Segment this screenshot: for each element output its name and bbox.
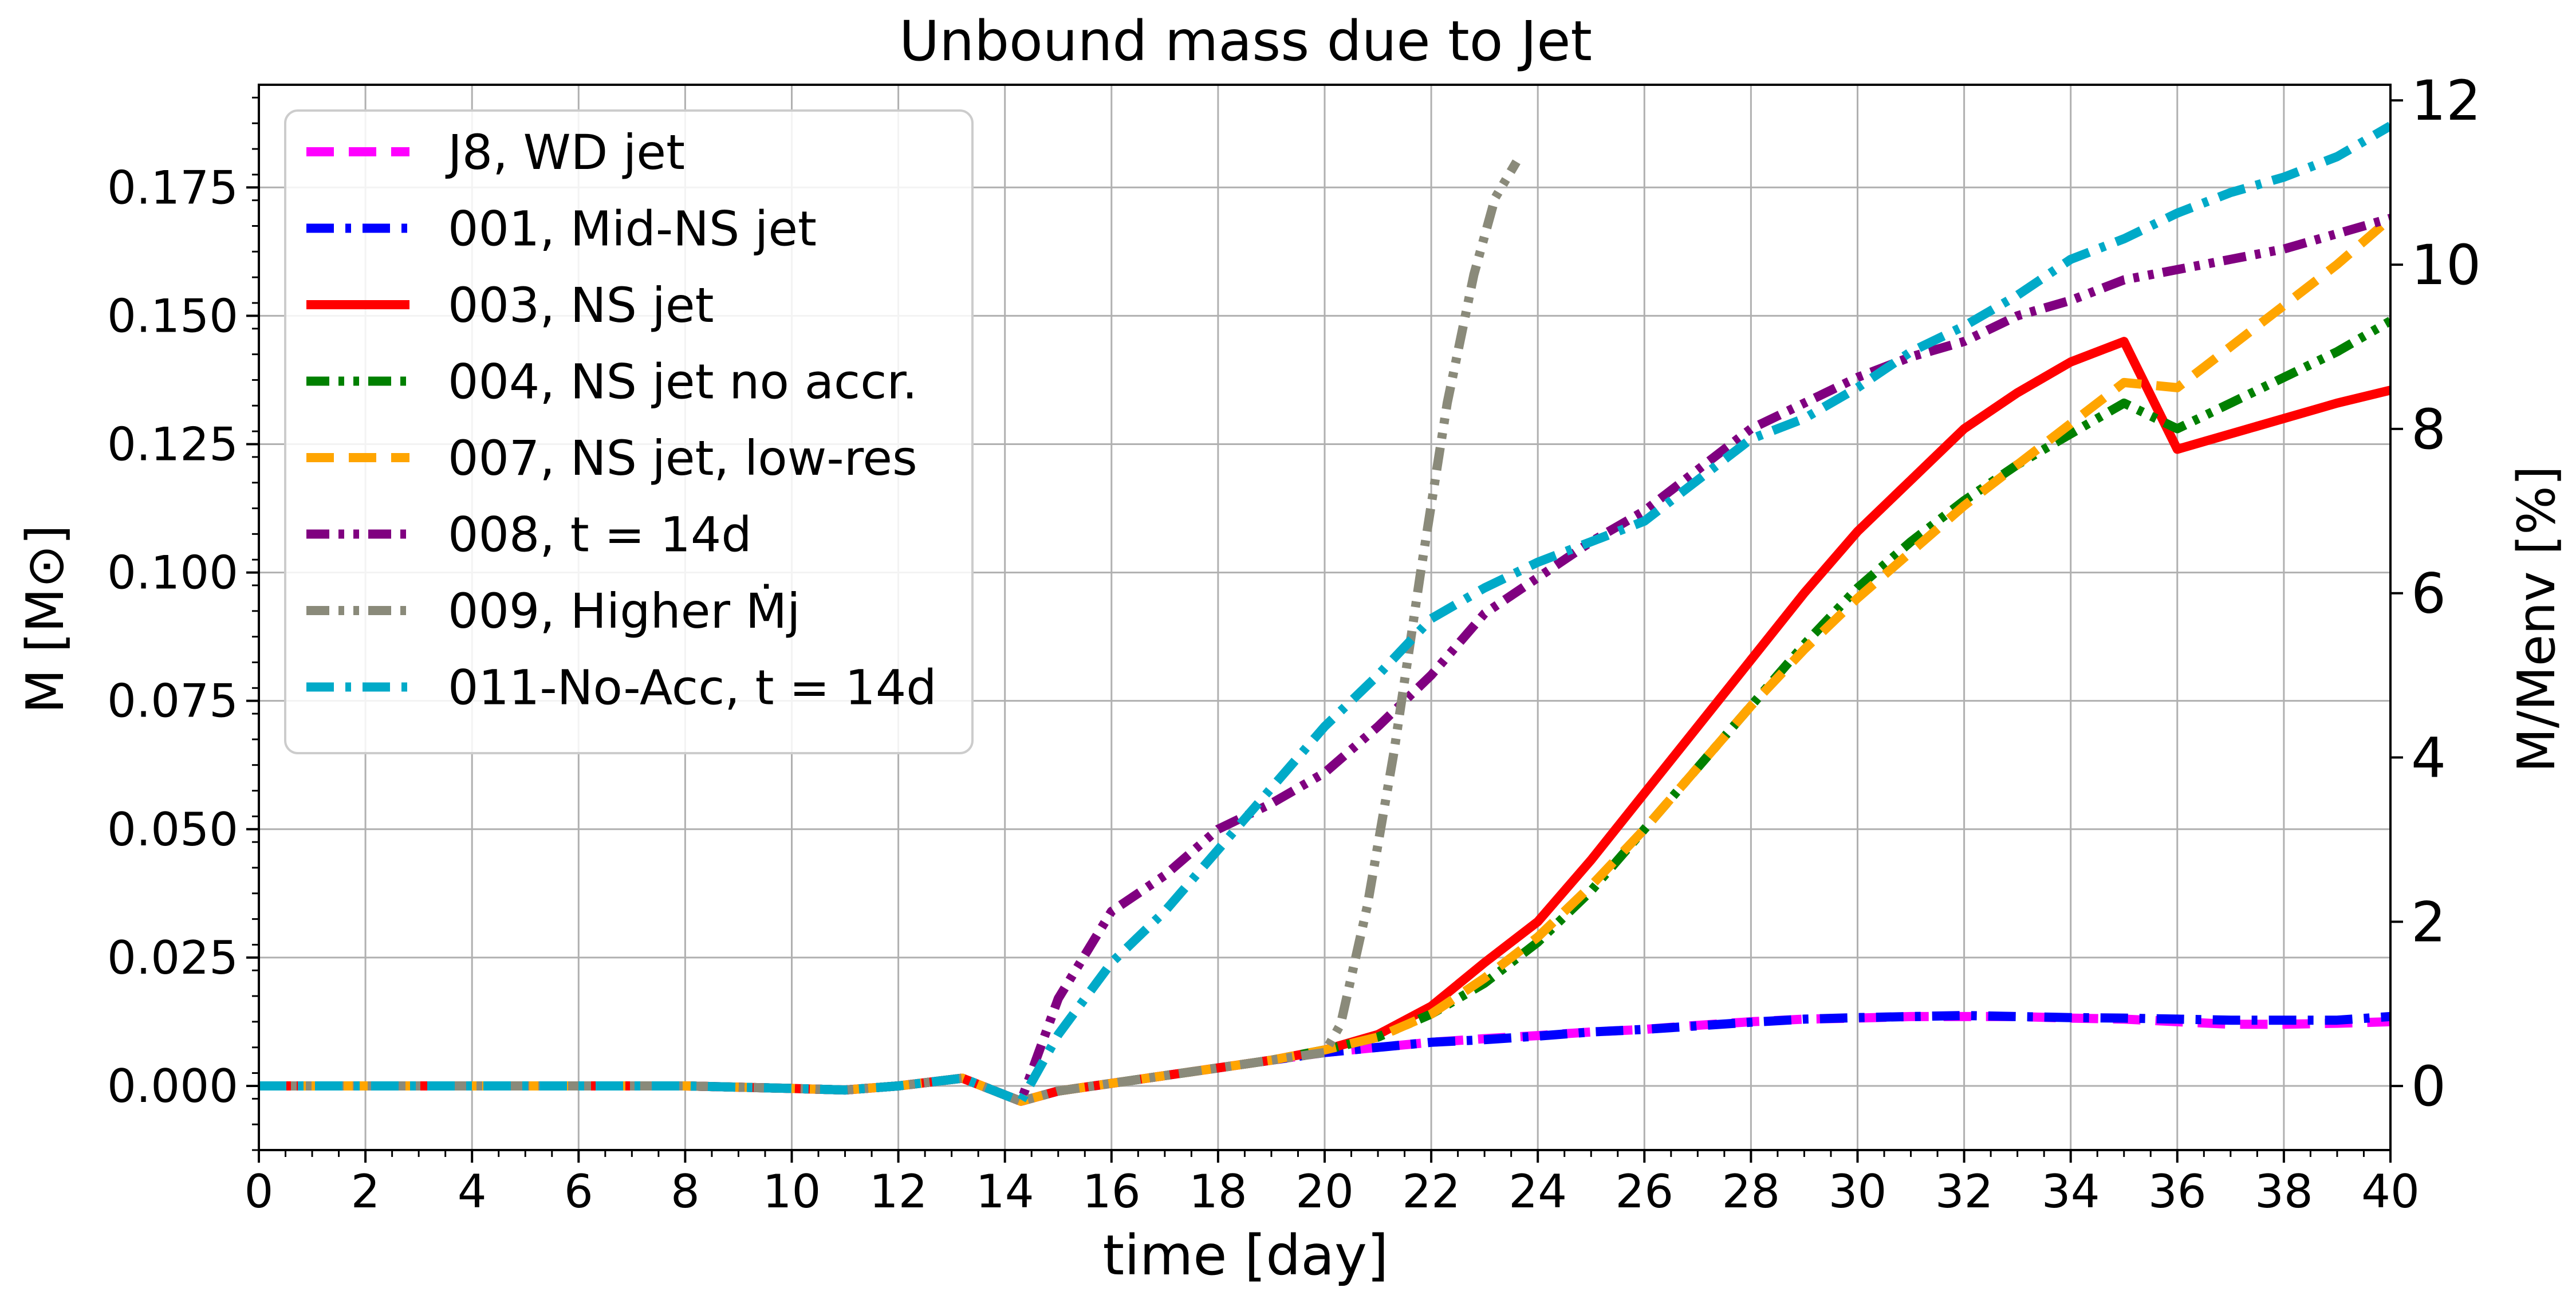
x-tick-label: 0 — [245, 1165, 274, 1218]
y-right-tick-label: 10 — [2411, 233, 2481, 297]
x-tick-label: 36 — [2148, 1165, 2207, 1218]
y-right-tick-label: 0 — [2411, 1054, 2446, 1119]
y-tick-label: 0.050 — [107, 803, 238, 856]
x-tick-label: 32 — [1935, 1165, 1994, 1218]
x-tick-label: 14 — [976, 1165, 1034, 1218]
y-right-tick-label: 4 — [2411, 726, 2446, 790]
x-tick-label: 22 — [1402, 1165, 1460, 1218]
legend-label-3: 004, NS jet no accr. — [448, 354, 917, 410]
x-tick-label: 20 — [1295, 1165, 1354, 1218]
y-tick-label: 0.100 — [107, 546, 238, 600]
legend-box — [284, 109, 974, 754]
x-tick-label: 26 — [1615, 1165, 1673, 1218]
x-tick-label: 6 — [564, 1165, 593, 1218]
y-right-tick-label: 8 — [2411, 397, 2446, 462]
legend: J8, WD jet 001, Mid-NS jet 003, NS jet 004,… — [284, 109, 974, 754]
series-lines — [259, 121, 2390, 1106]
y-tick-label: 0.075 — [107, 675, 238, 728]
axis-ticks: 0 2 4 6 8 10 12 14 16 18 20 22 24 26 28 30 32 34 36 38 400.0… — [107, 69, 2481, 1218]
x-axis-title: time [day] — [1103, 1223, 1389, 1288]
y-right-axis-title: M/Menv [%] — [2507, 466, 2567, 773]
x-tick-label: 4 — [458, 1165, 487, 1218]
legend-label-7: 011-No-Acc, t = 14d — [448, 660, 937, 716]
series-line-7 — [259, 121, 2390, 1106]
y-right-tick-label: 2 — [2411, 890, 2446, 954]
legend-label-1: 001, Mid-NS jet — [448, 201, 817, 257]
x-tick-label: 34 — [2042, 1165, 2100, 1218]
x-tick-label: 2 — [351, 1165, 380, 1218]
x-tick-label: 28 — [1722, 1165, 1781, 1218]
y-tick-label: 0.025 — [107, 931, 238, 985]
y-tick-label: 0.000 — [107, 1060, 238, 1113]
y-tick-label: 0.175 — [107, 161, 238, 214]
x-tick-label: 30 — [1829, 1165, 1887, 1218]
y-tick-label: 0.125 — [107, 418, 238, 471]
legend-label-6: 009, Higher Ṁj — [448, 583, 801, 639]
x-tick-label: 24 — [1508, 1165, 1567, 1218]
y-tick-label: 0.150 — [107, 289, 238, 343]
x-tick-label: 12 — [869, 1165, 928, 1218]
legend-label-4: 007, NS jet, low-res — [448, 430, 917, 486]
x-tick-label: 40 — [2361, 1165, 2420, 1218]
x-tick-label: 18 — [1189, 1165, 1247, 1218]
x-tick-label: 10 — [763, 1165, 821, 1218]
chart-title: Unbound mass due to Jet — [899, 9, 1592, 73]
y-right-tick-label: 12 — [2411, 69, 2481, 133]
series-group — [259, 121, 2390, 1106]
legend-label-0: J8, WD jet — [445, 124, 685, 180]
y-axis-title: M [M⊙] — [15, 525, 76, 714]
legend-label-5: 008, t = 14d — [448, 507, 752, 563]
x-tick-label: 8 — [671, 1165, 700, 1218]
x-tick-label: 38 — [2255, 1165, 2313, 1218]
y-right-tick-label: 6 — [2411, 562, 2446, 626]
x-tick-label: 16 — [1082, 1165, 1141, 1218]
legend-label-2: 003, NS jet — [448, 277, 714, 333]
